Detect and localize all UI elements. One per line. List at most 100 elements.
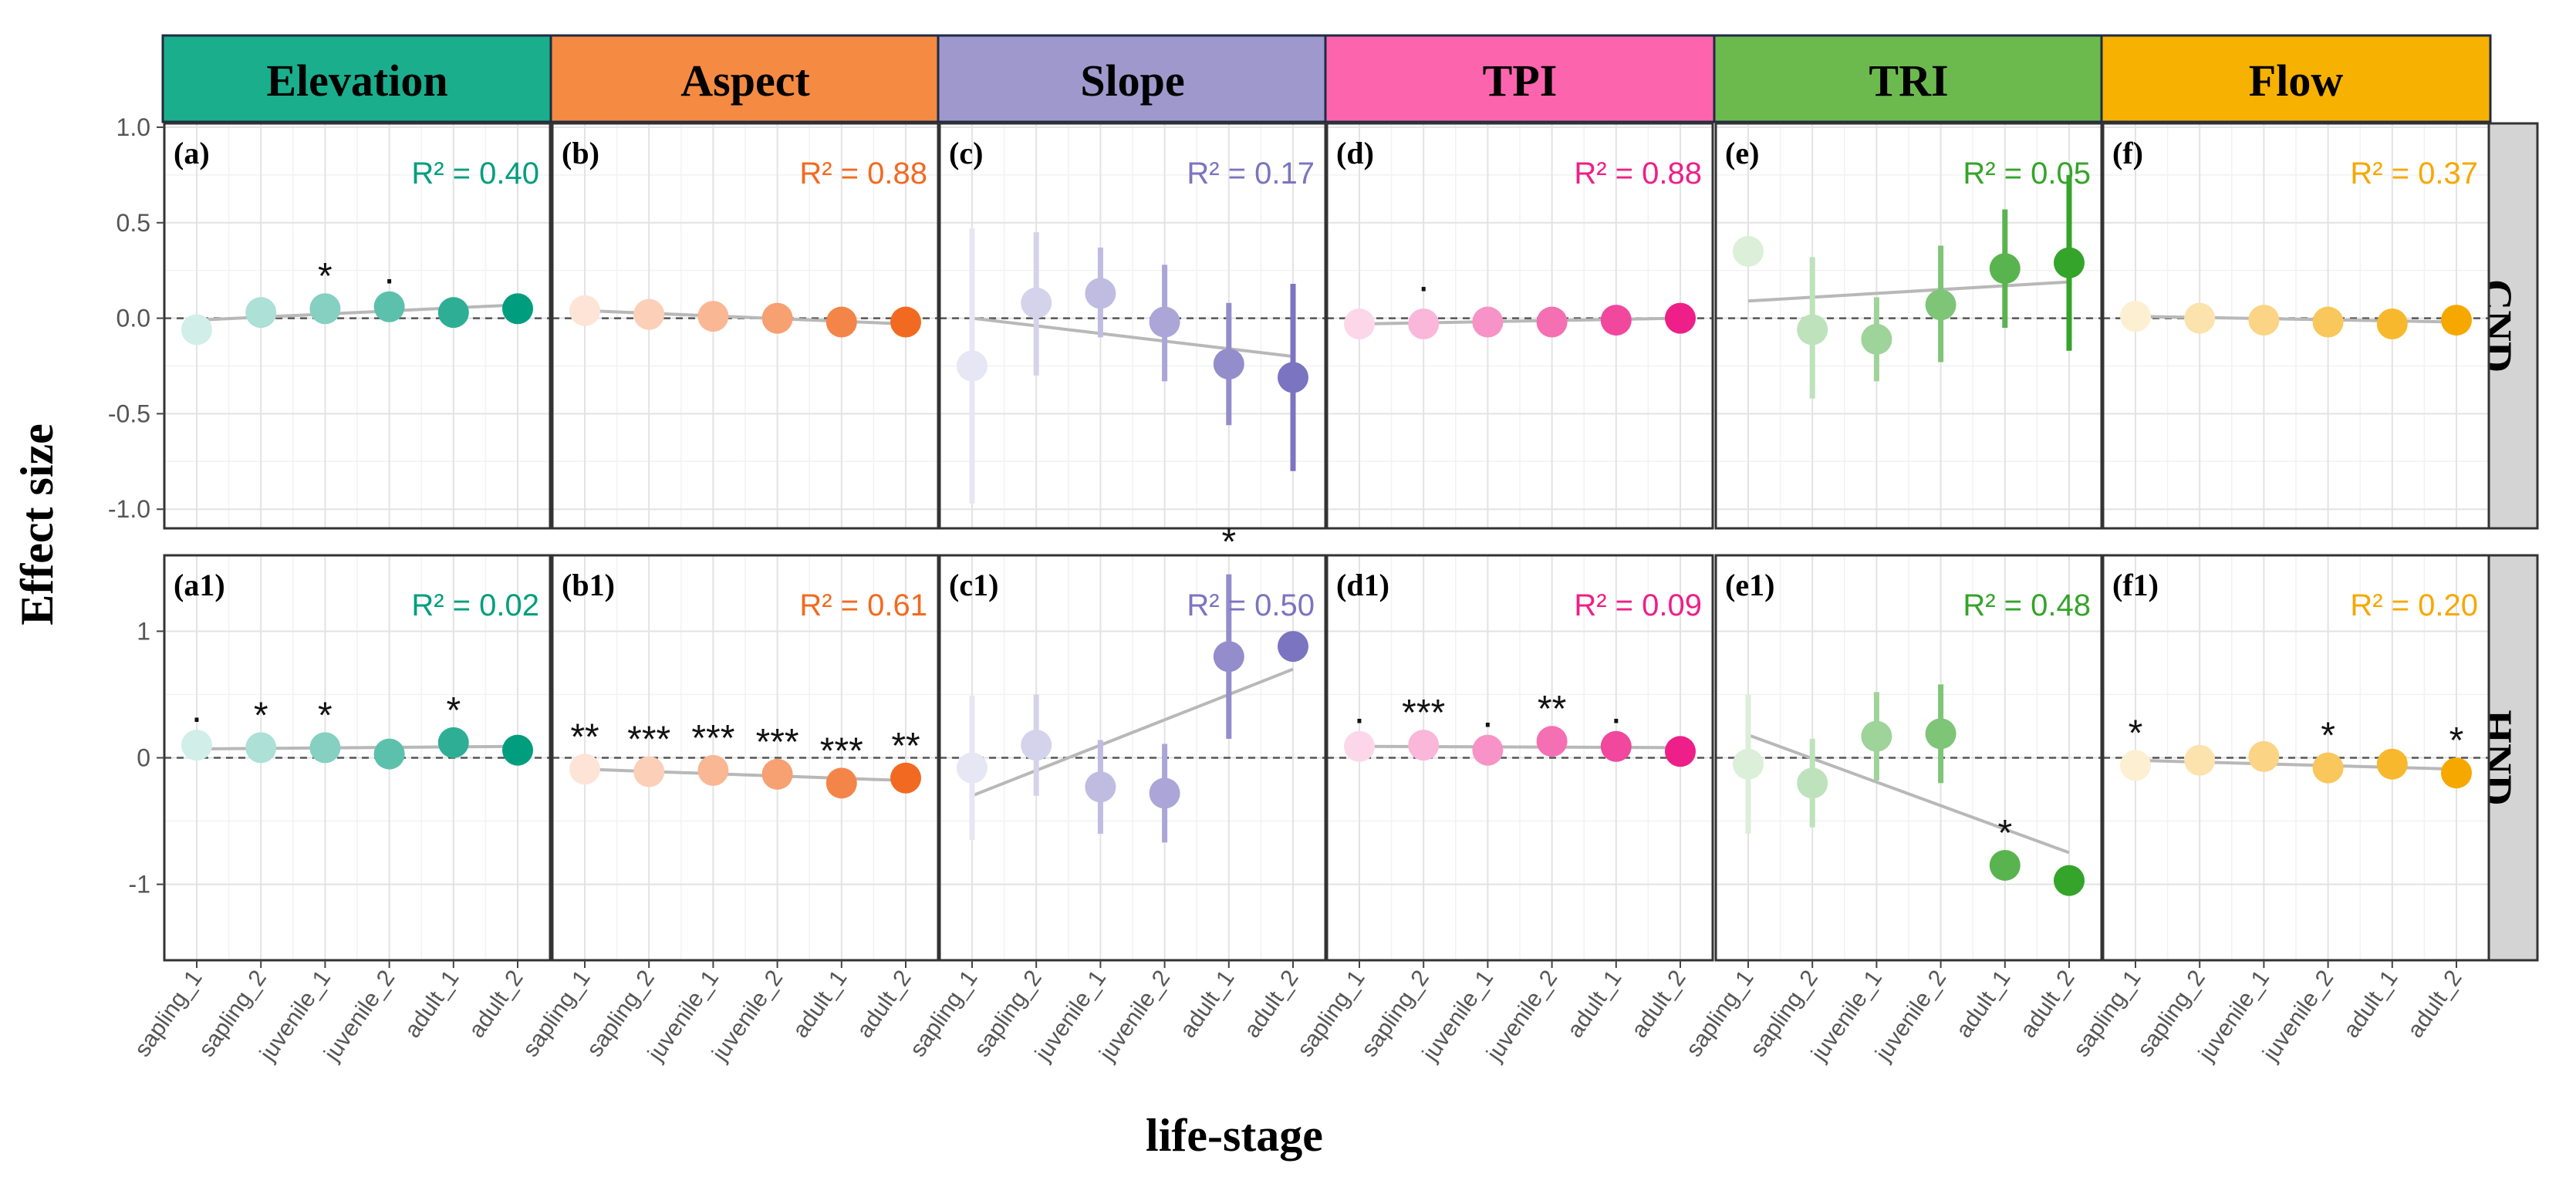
data-point xyxy=(1149,306,1180,338)
facet-panels: * . (a) R² = 0.40 (b) R² = 0.88 (c) R² = 0.17. (… xyxy=(163,122,2490,962)
data-point xyxy=(2248,740,2280,772)
significance-marker: *** xyxy=(820,730,863,771)
data-point xyxy=(957,752,988,784)
variable-headers: Elevation Aspect Slope TPI TRI Flow xyxy=(161,34,2492,123)
r-squared-label: R² = 0.17 xyxy=(1187,157,1315,191)
x-tick-label: adult_1 xyxy=(1175,966,1239,1043)
x-tick-label: adult_2 xyxy=(1239,966,1303,1043)
data-point xyxy=(1600,730,1632,762)
header-box xyxy=(2100,34,2492,123)
data-point xyxy=(2441,305,2472,336)
data-point xyxy=(437,297,469,329)
data-point xyxy=(2184,302,2216,334)
panel-border xyxy=(938,554,1327,962)
trend-line xyxy=(971,667,1294,798)
significance-marker: * xyxy=(318,695,333,736)
data-point xyxy=(633,298,665,330)
panel-border xyxy=(163,122,552,530)
r-squared-label: R² = 0.40 xyxy=(411,157,539,191)
x-axis-title: life-stage xyxy=(1146,1110,1323,1161)
data-point xyxy=(1733,748,1764,780)
panel-border xyxy=(551,122,940,530)
y-tick-label: -1 xyxy=(129,871,150,899)
data-point xyxy=(1213,349,1244,380)
panel-f: (f) R² = 0.37 xyxy=(2102,122,2490,530)
data-point xyxy=(2248,305,2280,336)
significance-marker: *** xyxy=(756,722,799,763)
panel-label: (b1) xyxy=(562,568,615,602)
x-tick-label: adult_2 xyxy=(464,966,528,1043)
significance-marker: *** xyxy=(1402,693,1445,733)
panel-label: (a) xyxy=(174,136,210,170)
significance-marker: . xyxy=(1611,688,1622,733)
x-tick-label: adult_1 xyxy=(2338,966,2402,1043)
panel-label: (e) xyxy=(1725,136,1759,170)
data-point xyxy=(957,350,988,382)
panel-a1: . * * * (a1) R² = 0.02 xyxy=(163,554,552,962)
y-tick-label: 0.5 xyxy=(116,209,150,237)
y-tick-label: 0 xyxy=(137,744,150,772)
x-tick-label: adult_1 xyxy=(1951,966,2015,1043)
header-label: Slope xyxy=(1080,56,1184,106)
data-point xyxy=(1665,302,1696,334)
significance-marker: ** xyxy=(1538,689,1566,730)
data-point xyxy=(502,734,533,766)
x-tick-label: adult_2 xyxy=(2015,966,2079,1043)
significance-marker: * xyxy=(1997,813,2012,854)
data-point xyxy=(245,297,277,329)
data-point xyxy=(890,762,921,794)
x-tick-label: adult_2 xyxy=(852,966,916,1043)
header-slope: Slope xyxy=(937,34,1329,123)
data-point xyxy=(2312,306,2344,338)
panel-label: (d1) xyxy=(1336,568,1389,602)
panel-label: (f) xyxy=(2112,136,2143,170)
data-point xyxy=(1989,849,2021,881)
r-squared-label: R² = 0.88 xyxy=(799,157,927,191)
significance-marker: * xyxy=(1221,522,1236,563)
r-squared-label: R² = 0.48 xyxy=(1963,588,2091,622)
y-axis-cnd: 1.0 0.5 0.0 -0.5 -1.0 xyxy=(108,113,164,523)
trend-line xyxy=(1747,733,2070,855)
y-axis-title: Effect size xyxy=(12,423,62,626)
data-point xyxy=(1797,767,1828,799)
panel-label: (a1) xyxy=(174,568,225,602)
header-label: TRI xyxy=(1869,56,1948,106)
data-point xyxy=(761,302,793,334)
data-point xyxy=(1925,718,1956,750)
data-point xyxy=(1733,235,1764,267)
panel-border xyxy=(551,554,940,962)
data-point xyxy=(569,295,600,326)
panel-border xyxy=(1325,122,1714,530)
significance-marker: *** xyxy=(691,718,734,759)
x-tick-label: adult_1 xyxy=(400,966,464,1043)
r-squared-label: R² = 0.20 xyxy=(2350,588,2478,622)
panel-d: . (d) R² = 0.88 xyxy=(1325,122,1714,530)
data-point xyxy=(2312,752,2344,784)
r-squared-label: R² = 0.50 xyxy=(1187,588,1315,622)
trend-line xyxy=(1359,744,1681,750)
data-point xyxy=(1536,726,1568,757)
panel-border xyxy=(2102,122,2490,530)
data-point xyxy=(761,758,793,790)
header-label: Flow xyxy=(2249,56,2344,106)
panel-label: (e1) xyxy=(1725,568,1774,602)
r-squared-label: R² = 0.05 xyxy=(1963,157,2091,191)
y-tick-label: -0.5 xyxy=(108,400,150,427)
panel-label: (b) xyxy=(562,136,599,170)
data-point xyxy=(181,314,212,346)
data-point xyxy=(502,293,533,325)
data-point xyxy=(2120,301,2151,332)
panel-e: (e) R² = 0.05 xyxy=(1714,122,2103,530)
significance-marker: . xyxy=(1418,256,1429,301)
header-tri: TRI xyxy=(1713,34,2105,123)
data-point xyxy=(2441,757,2472,789)
data-point xyxy=(1472,306,1504,338)
data-point xyxy=(181,730,212,761)
data-point xyxy=(1344,309,1375,340)
data-point xyxy=(1600,305,1632,336)
